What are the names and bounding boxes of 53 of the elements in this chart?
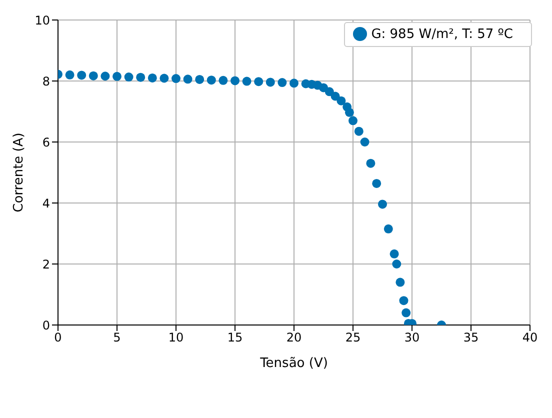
point bbox=[242, 76, 252, 86]
point bbox=[360, 138, 370, 146]
point bbox=[218, 76, 228, 85]
x-tick-label: 15 bbox=[227, 330, 243, 345]
point bbox=[392, 260, 402, 268]
point bbox=[384, 224, 393, 234]
point bbox=[399, 296, 408, 306]
x-tick-label: 20 bbox=[286, 330, 302, 345]
point bbox=[124, 72, 134, 82]
point bbox=[254, 77, 264, 86]
y-tick-label: 6 bbox=[42, 135, 50, 150]
point bbox=[348, 116, 358, 126]
y-tick-label: 4 bbox=[42, 196, 50, 210]
point bbox=[77, 70, 86, 80]
point bbox=[336, 96, 346, 106]
y-tick-label: 2 bbox=[42, 257, 50, 272]
x-tick-label: 40 bbox=[522, 330, 538, 345]
point bbox=[100, 72, 110, 81]
y-tick-label: 10 bbox=[34, 13, 50, 28]
point bbox=[230, 76, 240, 86]
point bbox=[402, 308, 411, 318]
point bbox=[65, 70, 74, 80]
point bbox=[195, 74, 204, 84]
point bbox=[390, 249, 399, 258]
point bbox=[344, 108, 354, 117]
point bbox=[396, 278, 405, 287]
y-tick-label: 0 bbox=[42, 318, 50, 332]
point bbox=[206, 76, 216, 85]
point bbox=[378, 200, 387, 209]
point bbox=[354, 126, 364, 136]
point bbox=[136, 72, 146, 82]
point bbox=[324, 87, 334, 96]
x-tick-label: 0 bbox=[54, 330, 62, 345]
x-tick-label: 10 bbox=[168, 330, 184, 345]
point bbox=[160, 74, 169, 83]
point bbox=[112, 72, 122, 81]
point bbox=[372, 178, 382, 188]
point bbox=[148, 73, 157, 82]
legend-label: G: 985 W/m², T: 57 ºC bbox=[371, 27, 513, 42]
point bbox=[172, 74, 180, 84]
point bbox=[183, 74, 192, 84]
x-tick-label: 25 bbox=[345, 330, 361, 345]
point bbox=[366, 158, 376, 168]
point bbox=[278, 78, 287, 88]
x-axis-title: Tensão (V) bbox=[259, 356, 328, 371]
point bbox=[290, 78, 298, 88]
x-tick-label: 5 bbox=[113, 330, 121, 345]
x-tick-label: 30 bbox=[404, 330, 420, 345]
point bbox=[88, 71, 98, 80]
y-axis-title: Corrente (A) bbox=[12, 132, 27, 212]
y-tick-label: 8 bbox=[42, 74, 50, 88]
point bbox=[266, 78, 275, 87]
x-tick-label: 35 bbox=[463, 330, 479, 345]
